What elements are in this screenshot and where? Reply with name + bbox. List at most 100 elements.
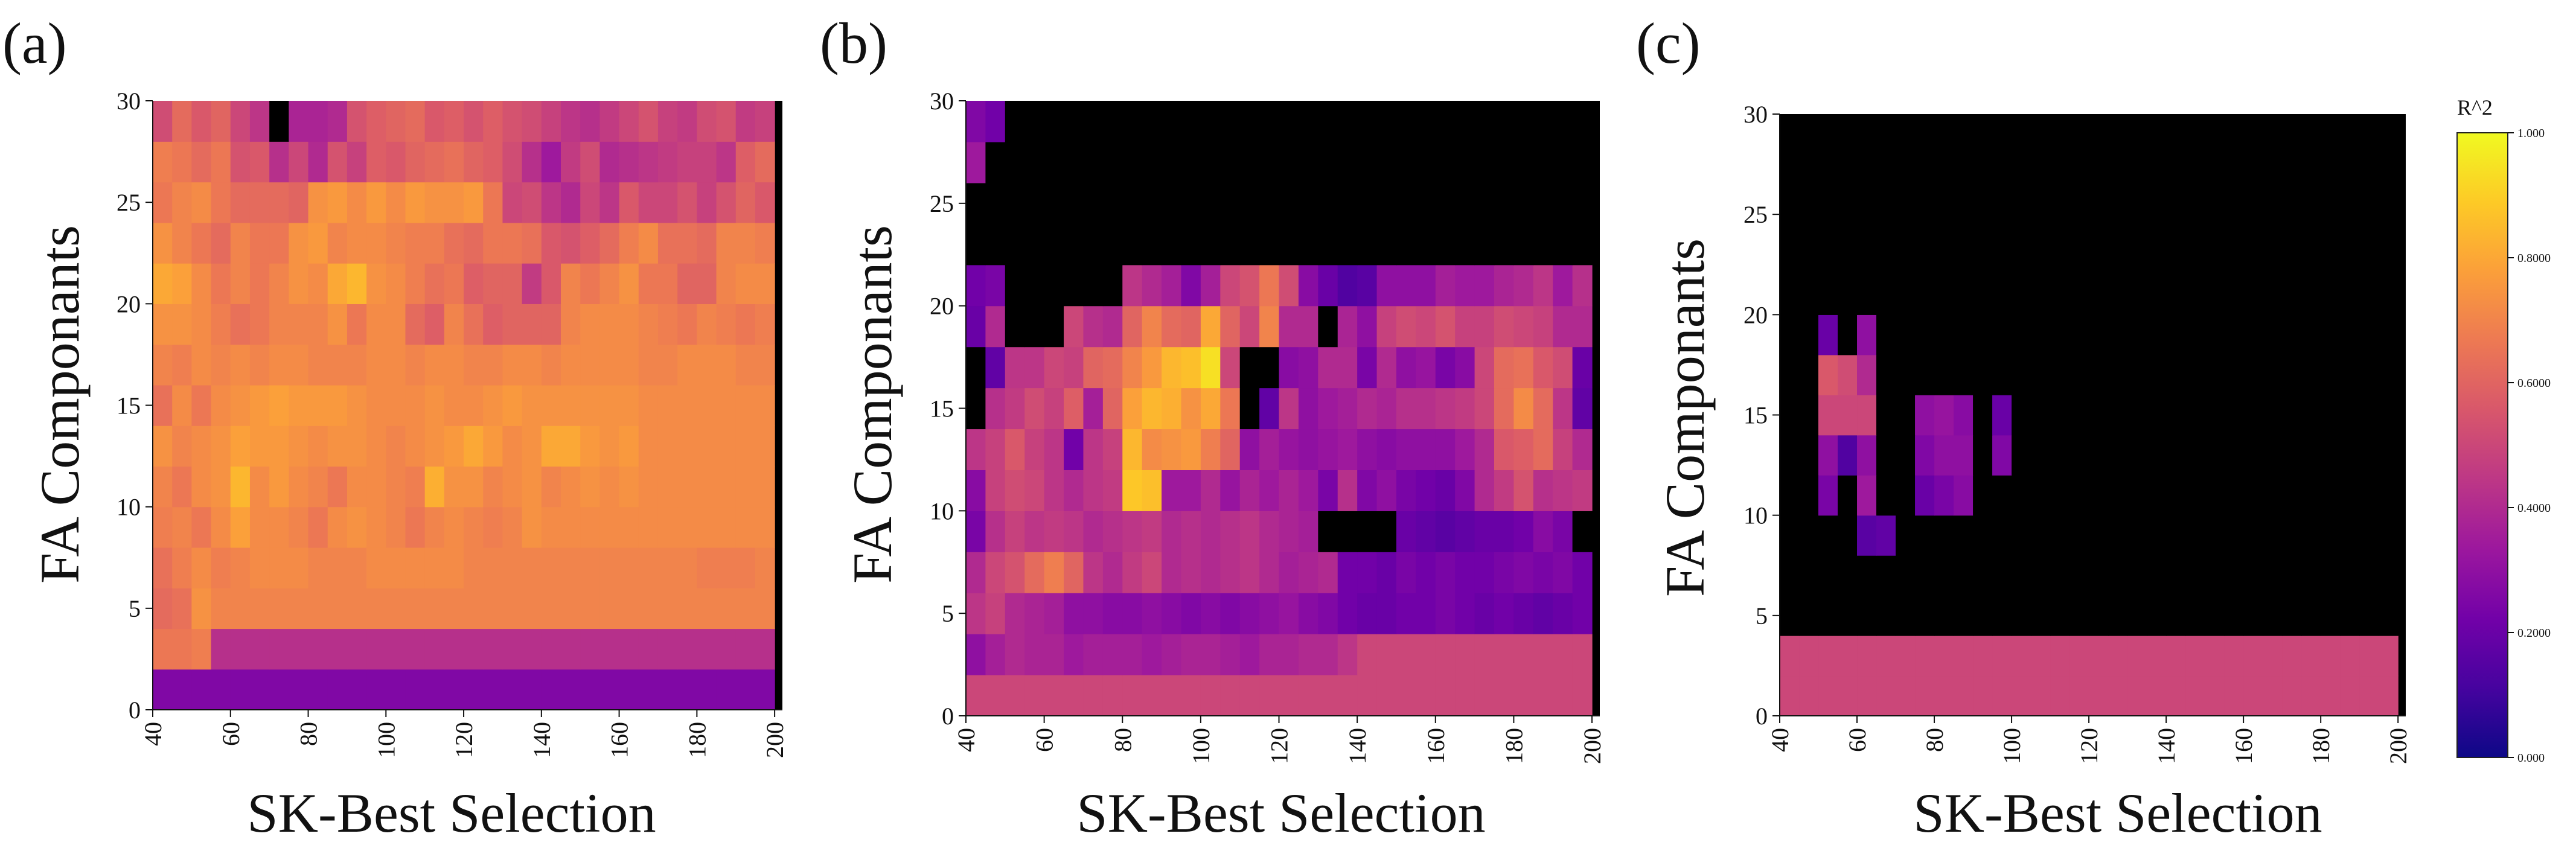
panel-b-cell	[1553, 346, 1573, 389]
panel-b-cell	[1064, 429, 1084, 470]
panel-c-cell	[1857, 154, 1877, 195]
panel-c-cell	[2166, 475, 2186, 516]
panel-c-cell	[1838, 154, 1858, 195]
panel-b-cell	[1122, 470, 1143, 511]
panel-b-cell	[1220, 429, 1241, 470]
panel-b-cell	[1122, 223, 1143, 266]
panel-b-cell	[1162, 346, 1182, 389]
panel-a-cell	[308, 263, 328, 304]
panel-c-cell	[2340, 475, 2360, 516]
panel-a-cell	[405, 547, 426, 588]
panel-c-cell	[1915, 194, 1935, 235]
panel-b-x-tick-label: 80	[1109, 728, 1136, 752]
panel-b-cell	[985, 141, 1006, 183]
panel-c-cell	[2012, 435, 2031, 476]
panel-b-x-tick-label: 100	[1187, 728, 1215, 764]
panel-b-cell	[1572, 346, 1593, 389]
panel-b-cell	[985, 634, 1006, 675]
panel-c-cell	[1992, 515, 2012, 556]
panel-a-cell	[522, 222, 542, 264]
panel-a-cell	[269, 263, 289, 304]
panel-c-cell	[2205, 475, 2225, 516]
panel-c-cell	[2205, 515, 2225, 556]
panel-c-cell	[2108, 636, 2128, 677]
panel-c-cell	[2185, 515, 2205, 556]
panel-a-cell	[347, 344, 367, 386]
panel-c-cell	[1780, 274, 1800, 315]
panel-a-cell	[230, 628, 251, 670]
panel-b-cell	[1357, 264, 1378, 307]
panel-b-cell	[1181, 141, 1201, 183]
panel-c-cell	[2069, 595, 2089, 636]
panel-b-cell	[1220, 223, 1241, 266]
panel-a-cell	[153, 628, 173, 670]
panel-c-cell	[2282, 636, 2302, 677]
panel-b-cell	[1474, 264, 1495, 307]
panel-b-cell	[1200, 346, 1221, 389]
panel-b-cell	[1337, 634, 1358, 675]
panel-a-cell	[522, 101, 542, 142]
panel-b-cell	[1494, 552, 1515, 593]
panel-a-cell	[308, 141, 328, 183]
panel-b-cell	[1533, 182, 1553, 225]
panel-b-cell	[1064, 305, 1084, 348]
panel-b-cell	[1279, 675, 1299, 716]
panel-c-cell	[2243, 154, 2263, 195]
panel-b-cell	[1259, 387, 1280, 430]
panel-a-cell	[172, 426, 192, 467]
panel-a-cell	[424, 263, 445, 304]
panel-c-cell	[1954, 354, 1974, 395]
panel-c-cell	[1973, 194, 1993, 235]
panel-c-cell	[2282, 114, 2302, 155]
panel-c-cell	[1857, 354, 1877, 395]
panel-c-cell	[2012, 194, 2031, 235]
panel-b-cell	[1376, 511, 1397, 552]
panel-b-cell	[1318, 429, 1338, 470]
panel-b-cell	[1259, 223, 1280, 266]
panel-c-cell	[2147, 234, 2167, 275]
panel-a-cell	[444, 628, 464, 670]
panel-c-cell	[2224, 595, 2244, 636]
panel-a-cell	[716, 222, 737, 264]
panel-a-cell	[755, 263, 775, 304]
panel-c-cell	[2224, 435, 2244, 476]
panel-a-cell	[347, 182, 367, 223]
panel-c-cell	[1954, 595, 1974, 636]
panel-c-cell	[2031, 114, 2051, 155]
panel-c-cell	[2379, 154, 2399, 195]
panel-b-cell	[1239, 511, 1260, 552]
panel-c-cell	[1838, 515, 1858, 556]
panel-b-cell	[1455, 141, 1475, 183]
panel-c-cell	[1896, 114, 1916, 155]
panel-b-cell	[1279, 429, 1299, 470]
panel-c-cell	[2089, 675, 2109, 716]
panel-a-cell	[580, 101, 600, 142]
panel-a-cell	[308, 506, 328, 548]
panel-b-cell	[1239, 387, 1260, 430]
panel-a-cell	[657, 628, 678, 670]
panel-c-cell	[1780, 314, 1800, 355]
panel-c-cell	[1915, 595, 1935, 636]
panel-c-cell	[2205, 194, 2225, 235]
panel-b-cell	[1474, 305, 1495, 348]
panel-c-cell	[2166, 435, 2186, 476]
panel-a-cell	[153, 588, 173, 630]
panel-a-cell	[677, 628, 697, 670]
panel-c-cell	[2301, 114, 2321, 155]
panel-b-cell	[1200, 593, 1221, 634]
panel-c-cell	[2012, 675, 2031, 716]
panel-c-cell	[2108, 555, 2128, 596]
panel-b-cell	[1024, 511, 1045, 552]
panel-a-cell	[619, 182, 639, 223]
panel-a-cell	[697, 426, 717, 467]
panel-a-cell	[172, 304, 192, 345]
panel-a-cell	[580, 426, 600, 467]
panel-b-cell	[1162, 264, 1182, 307]
panel-c-cell	[1992, 274, 2012, 315]
panel-b-cell	[1474, 182, 1495, 225]
panel-a-cell	[308, 101, 328, 142]
panel-a-cell	[541, 547, 561, 588]
panel-c-cell	[2301, 435, 2321, 476]
panel-c-cell	[1934, 395, 1954, 436]
